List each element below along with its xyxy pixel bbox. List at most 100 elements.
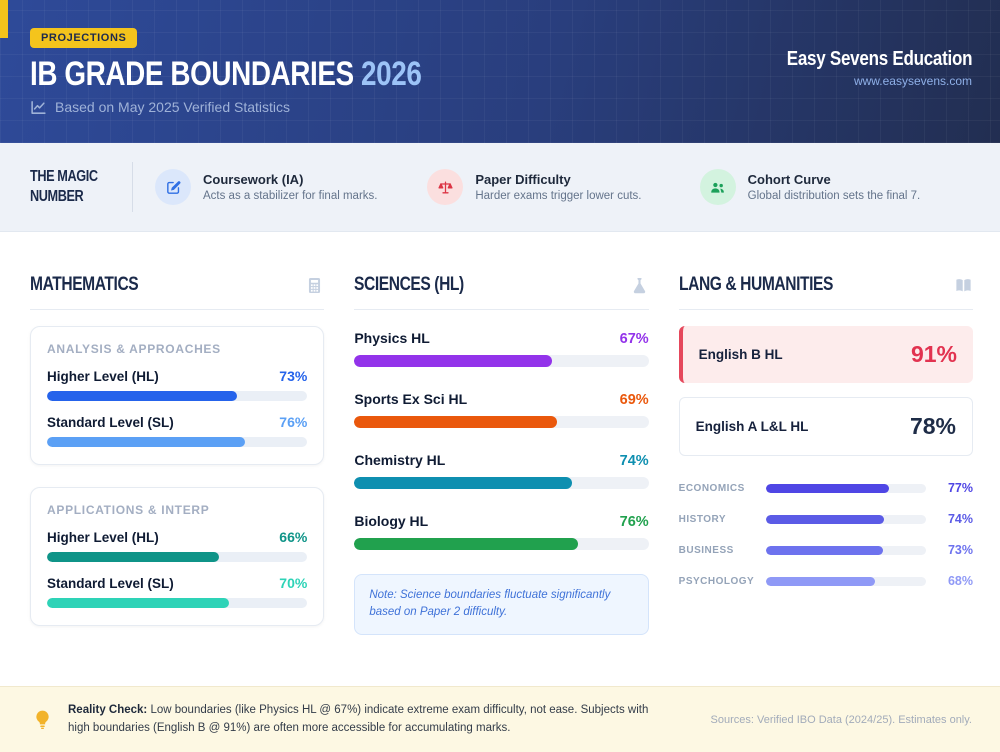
humanities-bars: ECONOMICS 77% HISTORY 74% BUSINESS 73% P… <box>679 481 973 588</box>
vertical-divider <box>132 162 133 212</box>
subject-value: 66% <box>279 529 308 545</box>
magic-item-text: Paper Difficulty Harder exams trigger lo… <box>475 172 641 202</box>
reality-check-text: Low boundaries (like Physics HL @ 67%) i… <box>68 703 649 734</box>
column-title: LANG & HUMANITIES <box>678 274 833 295</box>
subject-row: PSYCHOLOGY 68% <box>679 574 973 588</box>
content-columns: MATHEMATICS ANALYSIS & APPROACHES Higher… <box>0 232 1000 686</box>
bar-fill <box>47 437 245 447</box>
header-subtitle: Based on May 2025 Verified Statistics <box>30 99 972 116</box>
bar-track <box>765 483 926 493</box>
subject-row: Physics HL 67% <box>354 330 649 367</box>
calculator-icon <box>309 277 321 293</box>
subject-name: Sports Ex Sci HL <box>354 391 468 407</box>
highlight-card-english-a: English A L&L HL 78% <box>678 397 973 456</box>
page-title-text: IB GRADE BOUNDARIES <box>30 55 354 93</box>
subject-name: Chemistry HL <box>354 452 446 468</box>
column-header: MATHEMATICS <box>30 274 325 310</box>
card-applications-interp: APPLICATIONS & INTERP Higher Level (HL) 6… <box>30 487 325 626</box>
card-label: ANALYSIS & APPROACHES <box>47 342 221 356</box>
subject-value: 76% <box>619 514 649 530</box>
bar-track <box>47 437 308 447</box>
bar-track <box>765 576 926 586</box>
column-sciences: SCIENCES (HL) Physics HL 67% Sports Ex Sc… <box>354 274 649 686</box>
magic-item-coursework: Coursework (IA) Acts as a stabilizer for… <box>155 169 427 205</box>
column-header: LANG & HUMANITIES <box>678 274 973 310</box>
subject-row: HISTORY 74% <box>679 512 973 526</box>
magic-item-text: Coursework (IA) Acts as a stabilizer for… <box>203 172 377 202</box>
subject-name: Standard Level (SL) <box>47 576 174 591</box>
bar-fill <box>47 598 230 608</box>
card-analysis-approaches: ANALYSIS & APPROACHES Higher Level (HL) 7… <box>30 326 325 465</box>
bar-track <box>354 416 649 428</box>
subject-value: 74% <box>619 453 649 469</box>
bar-fill <box>765 576 875 586</box>
bar-track <box>47 598 308 608</box>
brand-name: Easy Sevens Education <box>786 48 972 70</box>
subject-value: 73% <box>947 543 973 557</box>
brand-block: Easy Sevens Education www.easysevens.com <box>754 48 972 88</box>
subject-name: HISTORY <box>678 513 727 525</box>
reality-check-label: Reality Check: <box>68 703 148 716</box>
bar-track <box>765 545 926 555</box>
magic-item-title: Paper Difficulty <box>475 172 571 187</box>
subject-row: ECONOMICS 77% <box>679 481 973 495</box>
subject-name: Physics HL <box>354 330 430 346</box>
line-chart-icon <box>31 100 46 114</box>
column-title: MATHEMATICS <box>30 274 139 295</box>
subject-value: 78% <box>909 413 956 439</box>
subject-row: Standard Level (SL) 76% <box>47 414 308 447</box>
column-header: SCIENCES (HL) <box>354 274 649 310</box>
magic-item-title: Coursework (IA) <box>203 172 304 187</box>
subject-value: 70% <box>279 575 308 591</box>
reality-check-note: Reality Check: Low boundaries (like Phys… <box>68 702 653 738</box>
magic-item-text: Cohort Curve Global distribution sets th… <box>748 172 921 202</box>
magic-number-heading: THE MAGIC NUMBER <box>30 167 98 205</box>
bar-fill <box>765 483 890 493</box>
subject-value: 77% <box>947 481 973 495</box>
subject-value: 74% <box>947 512 973 526</box>
subject-row: Biology HL 76% <box>354 513 649 550</box>
magic-item-desc: Acts as a stabilizer for final marks. <box>203 190 378 202</box>
bar-fill <box>47 552 219 562</box>
column-title: SCIENCES (HL) <box>354 274 465 295</box>
corner-accent-bar <box>0 0 8 38</box>
magic-items: Coursework (IA) Acts as a stabilizer for… <box>155 169 972 205</box>
subject-value: 73% <box>279 368 308 384</box>
column-mathematics: MATHEMATICS ANALYSIS & APPROACHES Higher… <box>30 274 325 686</box>
footer: Reality Check: Low boundaries (like Phys… <box>0 686 1000 752</box>
magic-item-paper-difficulty: Paper Difficulty Harder exams trigger lo… <box>427 169 699 205</box>
bar-fill <box>354 416 558 428</box>
projections-badge: PROJECTIONS <box>30 28 138 48</box>
subject-name: BUSINESS <box>678 544 734 556</box>
card-label: APPLICATIONS & INTERP <box>47 503 210 517</box>
users-icon <box>699 169 736 205</box>
subject-row: Higher Level (HL) 66% <box>47 529 308 562</box>
subject-value: 69% <box>619 392 649 408</box>
bar-fill <box>47 391 238 401</box>
subject-row: Sports Ex Sci HL 69% <box>354 391 649 428</box>
science-note: Note: Science boundaries fluctuate signi… <box>354 574 649 635</box>
flask-icon <box>633 277 645 293</box>
subject-name: Higher Level (HL) <box>47 530 159 545</box>
magic-item-desc: Global distribution sets the final 7. <box>747 190 921 202</box>
subject-value: 67% <box>619 331 649 347</box>
subject-row: Higher Level (HL) 73% <box>47 368 308 401</box>
subject-value: 68% <box>947 574 973 588</box>
brand-url-link[interactable]: www.easysevens.com <box>853 74 972 88</box>
open-book-icon <box>956 278 971 291</box>
subject-name: Biology HL <box>354 513 429 529</box>
subject-name: Standard Level (SL) <box>47 415 174 430</box>
magic-item-desc: Harder exams trigger lower cuts. <box>475 190 642 202</box>
header: PROJECTIONS IB GRADE BOUNDARIES 2026 Bas… <box>0 0 1000 143</box>
pen-square-icon <box>155 169 191 205</box>
magic-item-cohort-curve: Cohort Curve Global distribution sets th… <box>699 169 972 205</box>
highlight-card-english-b: English B HL 91% <box>678 326 973 383</box>
subject-value: 76% <box>279 414 308 430</box>
subject-row: Chemistry HL 74% <box>354 452 649 489</box>
subject-name: PSYCHOLOGY <box>678 575 755 587</box>
bar-track <box>47 391 308 401</box>
bar-track <box>765 514 926 524</box>
bar-fill <box>765 514 885 524</box>
header-subtitle-text: Based on May 2025 Verified Statistics <box>55 99 291 116</box>
